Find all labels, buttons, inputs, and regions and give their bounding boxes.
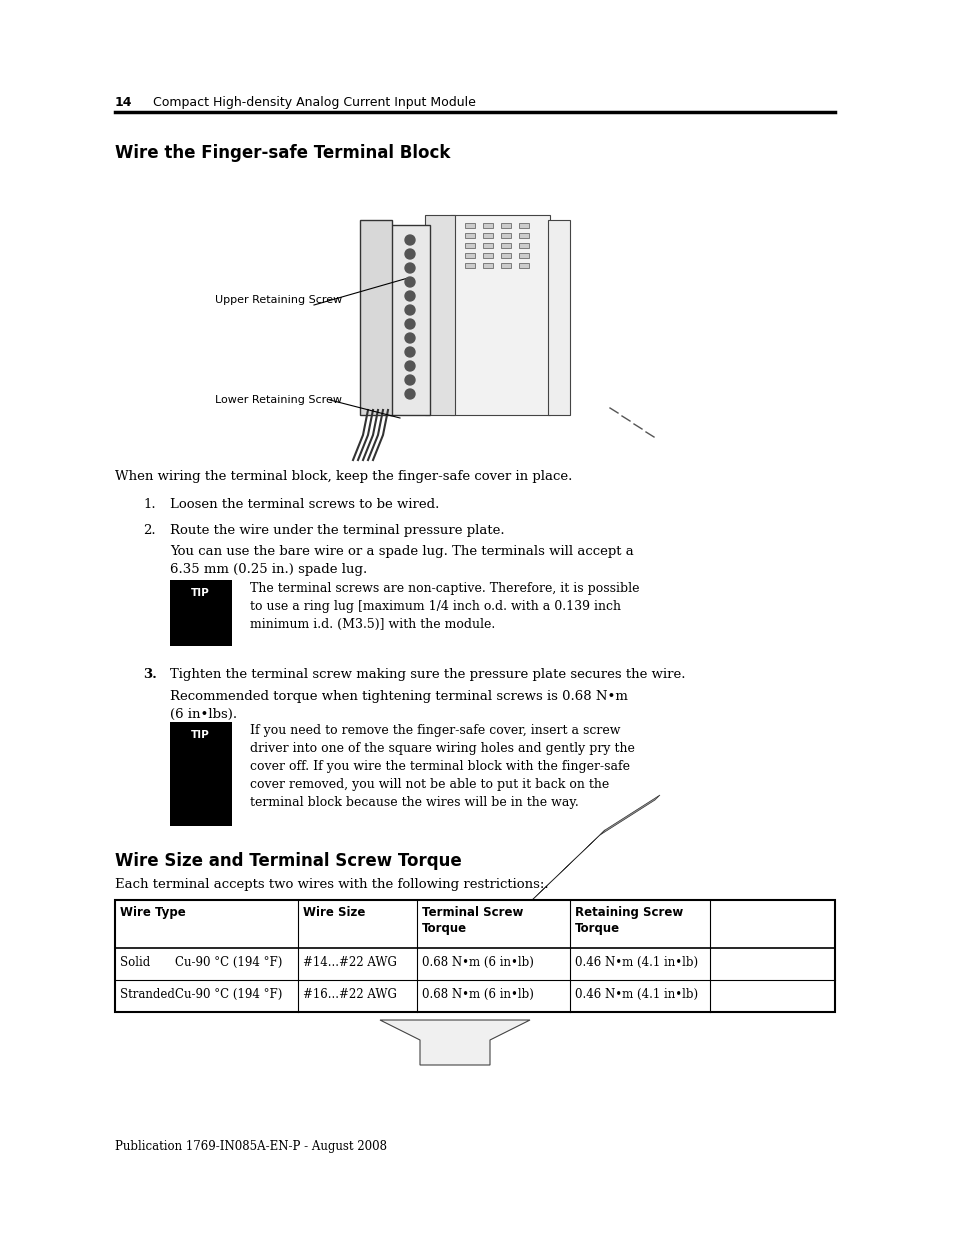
Text: Recommended torque when tightening terminal screws is 0.68 N•m: Recommended torque when tightening termi… — [170, 690, 627, 703]
Text: Lower Retaining Screw: Lower Retaining Screw — [214, 395, 341, 405]
Text: Each terminal accepts two wires with the following restrictions:.: Each terminal accepts two wires with the… — [115, 878, 548, 890]
Text: Stranded: Stranded — [120, 988, 174, 1002]
Bar — [518, 253, 529, 258]
Bar — [518, 263, 529, 268]
Circle shape — [405, 361, 415, 370]
Text: #16...#22 AWG: #16...#22 AWG — [303, 988, 396, 1002]
Text: minimum i.d. (M3.5)] with the module.: minimum i.d. (M3.5)] with the module. — [250, 618, 495, 631]
Bar — [482, 224, 493, 228]
Text: 0.46 N•m (4.1 in•lb): 0.46 N•m (4.1 in•lb) — [575, 988, 698, 1002]
Text: Route the wire under the terminal pressure plate.: Route the wire under the terminal pressu… — [170, 524, 504, 537]
Text: TIP: TIP — [191, 730, 209, 740]
Bar — [500, 263, 511, 268]
Polygon shape — [379, 1020, 530, 1065]
Bar — [500, 233, 511, 238]
Circle shape — [405, 389, 415, 399]
Text: (6 in•lbs).: (6 in•lbs). — [170, 708, 237, 721]
Circle shape — [405, 291, 415, 301]
Bar — [500, 224, 511, 228]
Circle shape — [405, 249, 415, 259]
Polygon shape — [599, 795, 659, 835]
Text: 0.46 N•m (4.1 in•lb): 0.46 N•m (4.1 in•lb) — [575, 956, 698, 969]
Circle shape — [405, 305, 415, 315]
Bar — [464, 243, 475, 248]
Bar — [424, 215, 455, 415]
Text: Terminal Screw: Terminal Screw — [421, 906, 523, 919]
Bar — [450, 215, 550, 415]
Text: Loosen the terminal screws to be wired.: Loosen the terminal screws to be wired. — [170, 498, 439, 511]
Text: Retaining Screw: Retaining Screw — [575, 906, 682, 919]
Circle shape — [405, 277, 415, 287]
Bar — [464, 263, 475, 268]
Text: 6.35 mm (0.25 in.) spade lug.: 6.35 mm (0.25 in.) spade lug. — [170, 563, 367, 576]
Bar — [518, 224, 529, 228]
Text: TIP: TIP — [191, 588, 209, 598]
Bar — [500, 243, 511, 248]
Bar — [482, 263, 493, 268]
Text: 1.: 1. — [143, 498, 155, 511]
Text: Wire the Finger-safe Terminal Block: Wire the Finger-safe Terminal Block — [115, 144, 450, 162]
Bar — [518, 233, 529, 238]
Text: The terminal screws are non-captive. Therefore, it is possible: The terminal screws are non-captive. The… — [250, 582, 639, 595]
Text: Tighten the terminal screw making sure the pressure plate secures the wire.: Tighten the terminal screw making sure t… — [170, 668, 685, 680]
Text: When wiring the terminal block, keep the finger-safe cover in place.: When wiring the terminal block, keep the… — [115, 471, 572, 483]
Bar — [359, 220, 392, 415]
Bar — [170, 722, 232, 826]
Text: Torque: Torque — [421, 923, 467, 935]
Text: 2.: 2. — [143, 524, 155, 537]
Circle shape — [405, 235, 415, 245]
Text: 14: 14 — [115, 96, 132, 109]
Text: Wire Size and Terminal Screw Torque: Wire Size and Terminal Screw Torque — [115, 852, 461, 869]
Text: You can use the bare wire or a spade lug. The terminals will accept a: You can use the bare wire or a spade lug… — [170, 545, 633, 558]
Bar — [482, 253, 493, 258]
Text: to use a ring lug [maximum 1/4 inch o.d. with a 0.139 inch: to use a ring lug [maximum 1/4 inch o.d.… — [250, 600, 620, 613]
Circle shape — [405, 375, 415, 385]
Circle shape — [405, 263, 415, 273]
Text: cover off. If you wire the terminal block with the finger-safe: cover off. If you wire the terminal bloc… — [250, 760, 629, 773]
Circle shape — [405, 333, 415, 343]
Bar — [464, 253, 475, 258]
Text: Cu-90 °C (194 °F): Cu-90 °C (194 °F) — [174, 988, 282, 1002]
Text: 0.68 N•m (6 in•lb): 0.68 N•m (6 in•lb) — [421, 956, 534, 969]
Text: Cu-90 °C (194 °F): Cu-90 °C (194 °F) — [174, 956, 282, 969]
Text: driver into one of the square wiring holes and gently pry the: driver into one of the square wiring hol… — [250, 742, 634, 755]
Bar — [464, 224, 475, 228]
Bar — [170, 580, 232, 646]
Text: 3.: 3. — [143, 668, 156, 680]
Circle shape — [405, 319, 415, 329]
Text: 0.68 N•m (6 in•lb): 0.68 N•m (6 in•lb) — [421, 988, 534, 1002]
Text: Compact High-density Analog Current Input Module: Compact High-density Analog Current Inpu… — [152, 96, 476, 109]
Text: cover removed, you will not be able to put it back on the: cover removed, you will not be able to p… — [250, 778, 609, 790]
Bar — [547, 220, 569, 415]
Text: Solid: Solid — [120, 956, 150, 969]
Bar — [500, 253, 511, 258]
Bar — [115, 900, 834, 1011]
Text: Wire Size: Wire Size — [303, 906, 365, 919]
Text: Torque: Torque — [575, 923, 619, 935]
Text: terminal block because the wires will be in the way.: terminal block because the wires will be… — [250, 797, 578, 809]
Bar — [390, 225, 430, 415]
Bar — [482, 233, 493, 238]
Text: #14...#22 AWG: #14...#22 AWG — [303, 956, 396, 969]
Text: If you need to remove the finger-safe cover, insert a screw: If you need to remove the finger-safe co… — [250, 724, 619, 737]
Text: Wire Type: Wire Type — [120, 906, 186, 919]
Text: Upper Retaining Screw: Upper Retaining Screw — [214, 295, 342, 305]
Circle shape — [405, 347, 415, 357]
Bar — [464, 233, 475, 238]
Bar — [482, 243, 493, 248]
Text: Publication 1769-IN085A-EN-P - August 2008: Publication 1769-IN085A-EN-P - August 20… — [115, 1140, 387, 1153]
Polygon shape — [430, 830, 604, 998]
Bar — [518, 243, 529, 248]
